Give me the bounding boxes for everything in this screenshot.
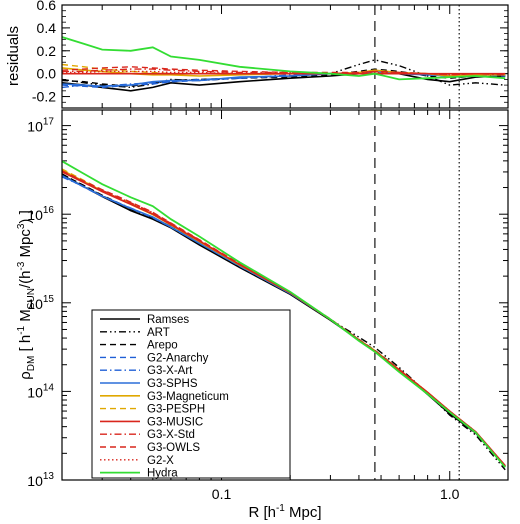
density-axes: 0.1 1.0 1013 1014 1015 1016 1017 <box>27 110 508 502</box>
residuals-ylabel: residuals <box>5 26 22 86</box>
residuals-ytick-label: 0.4 <box>37 20 57 36</box>
residuals-axes: -0.2 0.0 0.2 0.4 0.6 <box>32 0 508 109</box>
residual-line-ramses <box>62 70 506 92</box>
density-xtick-label: 0.1 <box>212 486 232 502</box>
density-frame <box>61 109 509 481</box>
residuals-frame <box>61 4 509 109</box>
density-ytick-label: 1016 <box>27 205 54 223</box>
density-line-hydra <box>62 160 506 468</box>
legend-label-art: ART <box>147 327 170 339</box>
density-xtick-label: 1.0 <box>440 486 460 502</box>
density-series <box>62 110 506 480</box>
legend-label-ramses: Ramses <box>147 314 189 326</box>
legend-label-g3-x-std: G3-X-Std <box>147 429 195 441</box>
legend-label-g2-anarchy: G2-Anarchy <box>147 352 209 364</box>
residual-line-arepo <box>62 68 506 88</box>
density-ylabel: ρDM [ h-1 MSUN/(h-3 Mpc3) ] <box>16 210 37 380</box>
legend-label-g3-magneticum: G3-Magneticum <box>147 391 229 403</box>
legend-label-g3-owls: G3-OWLS <box>147 442 200 454</box>
residuals-panel: -0.2 0.0 0.2 0.4 0.6 residuals <box>5 0 509 109</box>
density-line-g3-owls <box>62 170 506 467</box>
residual-line-g2-x <box>62 70 506 75</box>
density-ytick-label: 1015 <box>27 294 54 312</box>
legend-label-g3-music: G3-MUSIC <box>147 416 203 428</box>
residuals-ytick-label: 0.0 <box>37 66 57 82</box>
legend-label-g3-pesph: G3-PESPH <box>147 404 205 416</box>
density-ytick-label: 1017 <box>27 117 54 135</box>
residuals-ytick-label: 0.6 <box>37 0 57 13</box>
density-xlabel: R [h-1 Mpc] <box>248 503 321 521</box>
residuals-ytick-label: 0.2 <box>37 43 57 59</box>
residuals-series <box>62 5 506 108</box>
density-line-g2-x <box>62 170 506 467</box>
legend-label-arepo: Arepo <box>147 340 178 352</box>
legend-label-g3-sphs: G3-SPHS <box>147 378 198 390</box>
legend-label-g2-x: G2-X <box>147 455 174 467</box>
legend: RamsesARTArepoG2-AnarchyG3-X-ArtG3-SPHSG… <box>91 309 291 480</box>
density-line-g3-x-std <box>62 170 506 467</box>
density-panel: 0.1 1.0 1013 1014 1015 1016 1017 ρDM [ h-1 MSU… <box>16 109 509 521</box>
density-ytick-label: 1013 <box>27 471 54 489</box>
residuals-ytick-label: -0.2 <box>32 89 56 105</box>
legend-box <box>91 309 291 479</box>
legend-label-hydra: Hydra <box>147 468 178 480</box>
density-ytick-label: 1014 <box>27 382 54 400</box>
residual-line-hydra <box>62 36 506 81</box>
legend-label-g3-x-art: G3-X-Art <box>147 365 193 377</box>
